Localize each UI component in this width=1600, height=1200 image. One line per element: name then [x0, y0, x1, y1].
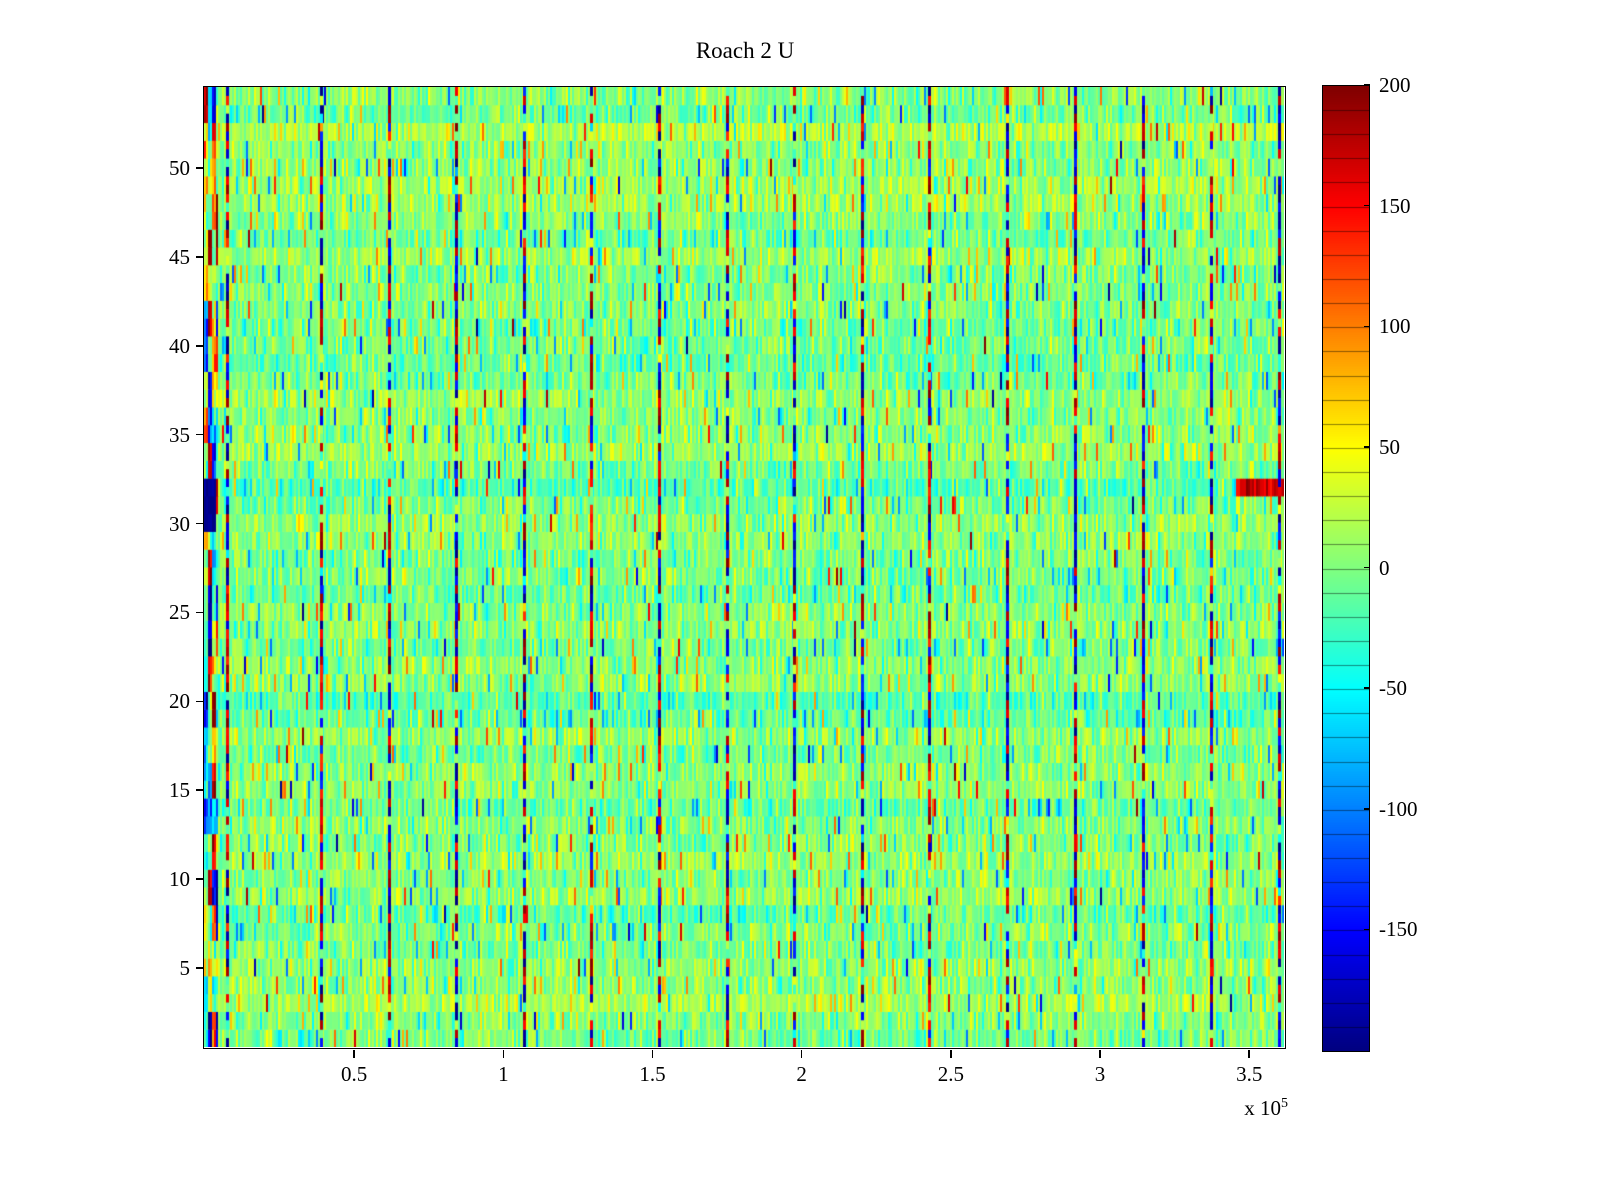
- x-tick-mark: [353, 1049, 355, 1058]
- x-tick-mark: [1099, 1049, 1101, 1058]
- colorbar: [1322, 85, 1370, 1052]
- y-tick-label: 45: [169, 244, 190, 269]
- x-tick-mark: [651, 1049, 654, 1058]
- colorbar-tick-label: 50: [1379, 434, 1400, 459]
- colorbar-tick-mark: [1363, 928, 1370, 931]
- chart-title: Roach 2 U: [695, 38, 795, 63]
- x-axis-exponent-prefix: x 10: [1244, 1096, 1281, 1120]
- y-tick-mark: [195, 256, 204, 258]
- y-tick-mark: [195, 345, 204, 347]
- colorbar-tick-label: -150: [1379, 917, 1418, 942]
- x-axis-exponent: x 105: [1188, 1096, 1288, 1121]
- x-tick-label: 1: [498, 1062, 509, 1086]
- y-tick-mark: [195, 700, 204, 703]
- colorbar-tick-mark: [1363, 325, 1370, 327]
- y-tick-label: 40: [169, 333, 190, 358]
- x-axis-exponent-power: 5: [1281, 1096, 1288, 1111]
- y-tick-mark: [195, 522, 204, 525]
- plot-area: [203, 86, 1286, 1049]
- colorbar-tick-label: 100: [1379, 314, 1411, 339]
- x-tick-mark: [800, 1049, 803, 1058]
- y-tick-label: 30: [169, 511, 190, 536]
- x-tick-label: 0.5: [341, 1062, 368, 1086]
- y-tick-mark: [195, 611, 204, 614]
- colorbar-tick-label: -100: [1379, 796, 1418, 821]
- y-tick-label: 15: [169, 778, 190, 803]
- colorbar-tick-label: 150: [1379, 193, 1411, 218]
- colorbar-tick-mark: [1363, 566, 1370, 569]
- y-tick-label: 25: [169, 600, 190, 625]
- y-tick-mark: [195, 967, 204, 969]
- colorbar-tick-label: 200: [1379, 73, 1411, 97]
- y-tick-mark: [195, 878, 204, 880]
- colorbar-tick-mark: [1363, 84, 1370, 86]
- x-tick-label: 1.5: [639, 1062, 666, 1086]
- y-tick-mark: [195, 789, 204, 791]
- colorbar-tick-mark: [1363, 808, 1370, 810]
- colorbar-tick-label: 0: [1379, 555, 1390, 580]
- x-tick-label: 2: [796, 1062, 807, 1086]
- colorbar-tick-mark: [1363, 204, 1370, 207]
- x-tick-label: 2.5: [937, 1062, 964, 1086]
- colorbar-tick-mark: [1363, 446, 1370, 448]
- heatmap-canvas: [204, 87, 1284, 1047]
- colorbar-canvas: [1323, 86, 1369, 1051]
- x-tick-label: 3: [1094, 1062, 1106, 1086]
- y-tick-label: 5: [179, 956, 191, 980]
- y-tick-label: 35: [169, 422, 190, 447]
- y-tick-mark: [195, 433, 204, 436]
- colorbar-tick-mark: [1363, 687, 1370, 689]
- x-tick-mark: [1248, 1049, 1250, 1058]
- y-tick-label: 10: [169, 867, 190, 892]
- x-tick-mark: [950, 1049, 952, 1058]
- x-tick-mark: [502, 1049, 505, 1058]
- y-tick-label: 20: [169, 689, 190, 714]
- y-tick-label: 50: [169, 156, 190, 180]
- y-tick-mark: [195, 167, 204, 169]
- x-tick-label: 3.5: [1236, 1062, 1263, 1086]
- colorbar-tick-label: -50: [1379, 676, 1407, 701]
